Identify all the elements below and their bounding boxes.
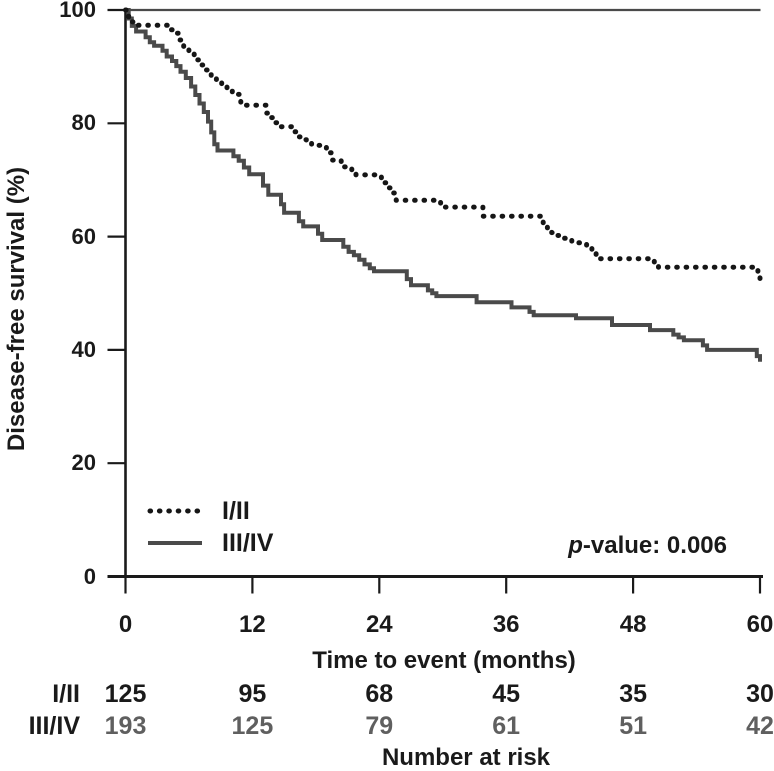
risk-count: 193 (104, 712, 147, 740)
legend-label-stage-3-4: III/IV (222, 529, 274, 557)
risk-count: 51 (619, 712, 647, 740)
risk-row-label: III/IV (28, 712, 80, 740)
y-tick-label: 80 (71, 110, 96, 136)
risk-count: 35 (619, 680, 647, 708)
km-curve-stage-3-4 (125, 8, 762, 362)
y-tick-label: 60 (71, 223, 96, 249)
x-tick-label: 12 (239, 611, 266, 638)
number-at-risk-title: Number at risk (381, 744, 551, 771)
y-axis-title: Disease-free survival (%) (3, 166, 30, 452)
risk-count: 125 (104, 680, 147, 708)
risk-count: 42 (746, 712, 774, 740)
x-tick-label: 36 (492, 611, 520, 638)
x-tick-label: 48 (619, 611, 647, 638)
x-tick-label: 24 (365, 611, 393, 638)
y-tick-label: 0 (83, 563, 96, 589)
risk-count: 30 (746, 680, 774, 708)
risk-count: 61 (492, 712, 521, 740)
x-tick-label: 0 (118, 611, 133, 638)
x-tick-label: 60 (746, 611, 774, 638)
risk-row-label: I/II (52, 680, 80, 708)
risk-count: 79 (365, 712, 394, 740)
risk-count: 68 (365, 680, 394, 708)
y-tick-label: 40 (71, 336, 96, 362)
y-tick-label: 100 (59, 0, 96, 22)
risk-count: 95 (238, 680, 267, 708)
y-tick-label: 20 (71, 450, 96, 476)
p-value-text: -value: 0.006 (582, 532, 727, 559)
risk-count: 125 (231, 712, 274, 740)
legend-label-stage-1-2: I/II (222, 497, 250, 525)
risk-count: 45 (492, 680, 521, 708)
p-value-annotation: p-value: 0.006 (527, 531, 727, 561)
x-axis-title: Time to event (months) (312, 647, 576, 674)
km-curve-stage-1-2 (123, 7, 763, 281)
p-value-italic-p: p (568, 532, 583, 559)
